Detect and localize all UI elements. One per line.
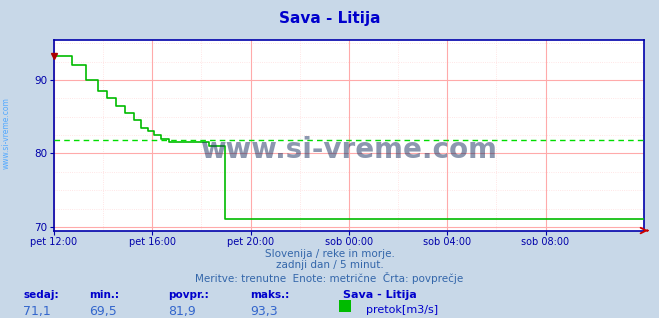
Text: 71,1: 71,1	[23, 305, 51, 318]
Text: 93,3: 93,3	[250, 305, 278, 318]
Text: povpr.:: povpr.:	[168, 290, 209, 300]
Text: 69,5: 69,5	[89, 305, 117, 318]
Text: Sava - Litija: Sava - Litija	[343, 290, 416, 300]
Text: Meritve: trenutne  Enote: metrične  Črta: povprečje: Meritve: trenutne Enote: metrične Črta: …	[195, 272, 464, 284]
Text: zadnji dan / 5 minut.: zadnji dan / 5 minut.	[275, 260, 384, 270]
Text: Slovenija / reke in morje.: Slovenija / reke in morje.	[264, 249, 395, 259]
Text: maks.:: maks.:	[250, 290, 290, 300]
Text: sedaj:: sedaj:	[23, 290, 59, 300]
Text: Sava - Litija: Sava - Litija	[279, 11, 380, 26]
Text: www.si-vreme.com: www.si-vreme.com	[200, 136, 498, 164]
Text: min.:: min.:	[89, 290, 119, 300]
Text: www.si-vreme.com: www.si-vreme.com	[2, 98, 11, 169]
Text: 81,9: 81,9	[168, 305, 196, 318]
Text: pretok[m3/s]: pretok[m3/s]	[366, 305, 438, 315]
